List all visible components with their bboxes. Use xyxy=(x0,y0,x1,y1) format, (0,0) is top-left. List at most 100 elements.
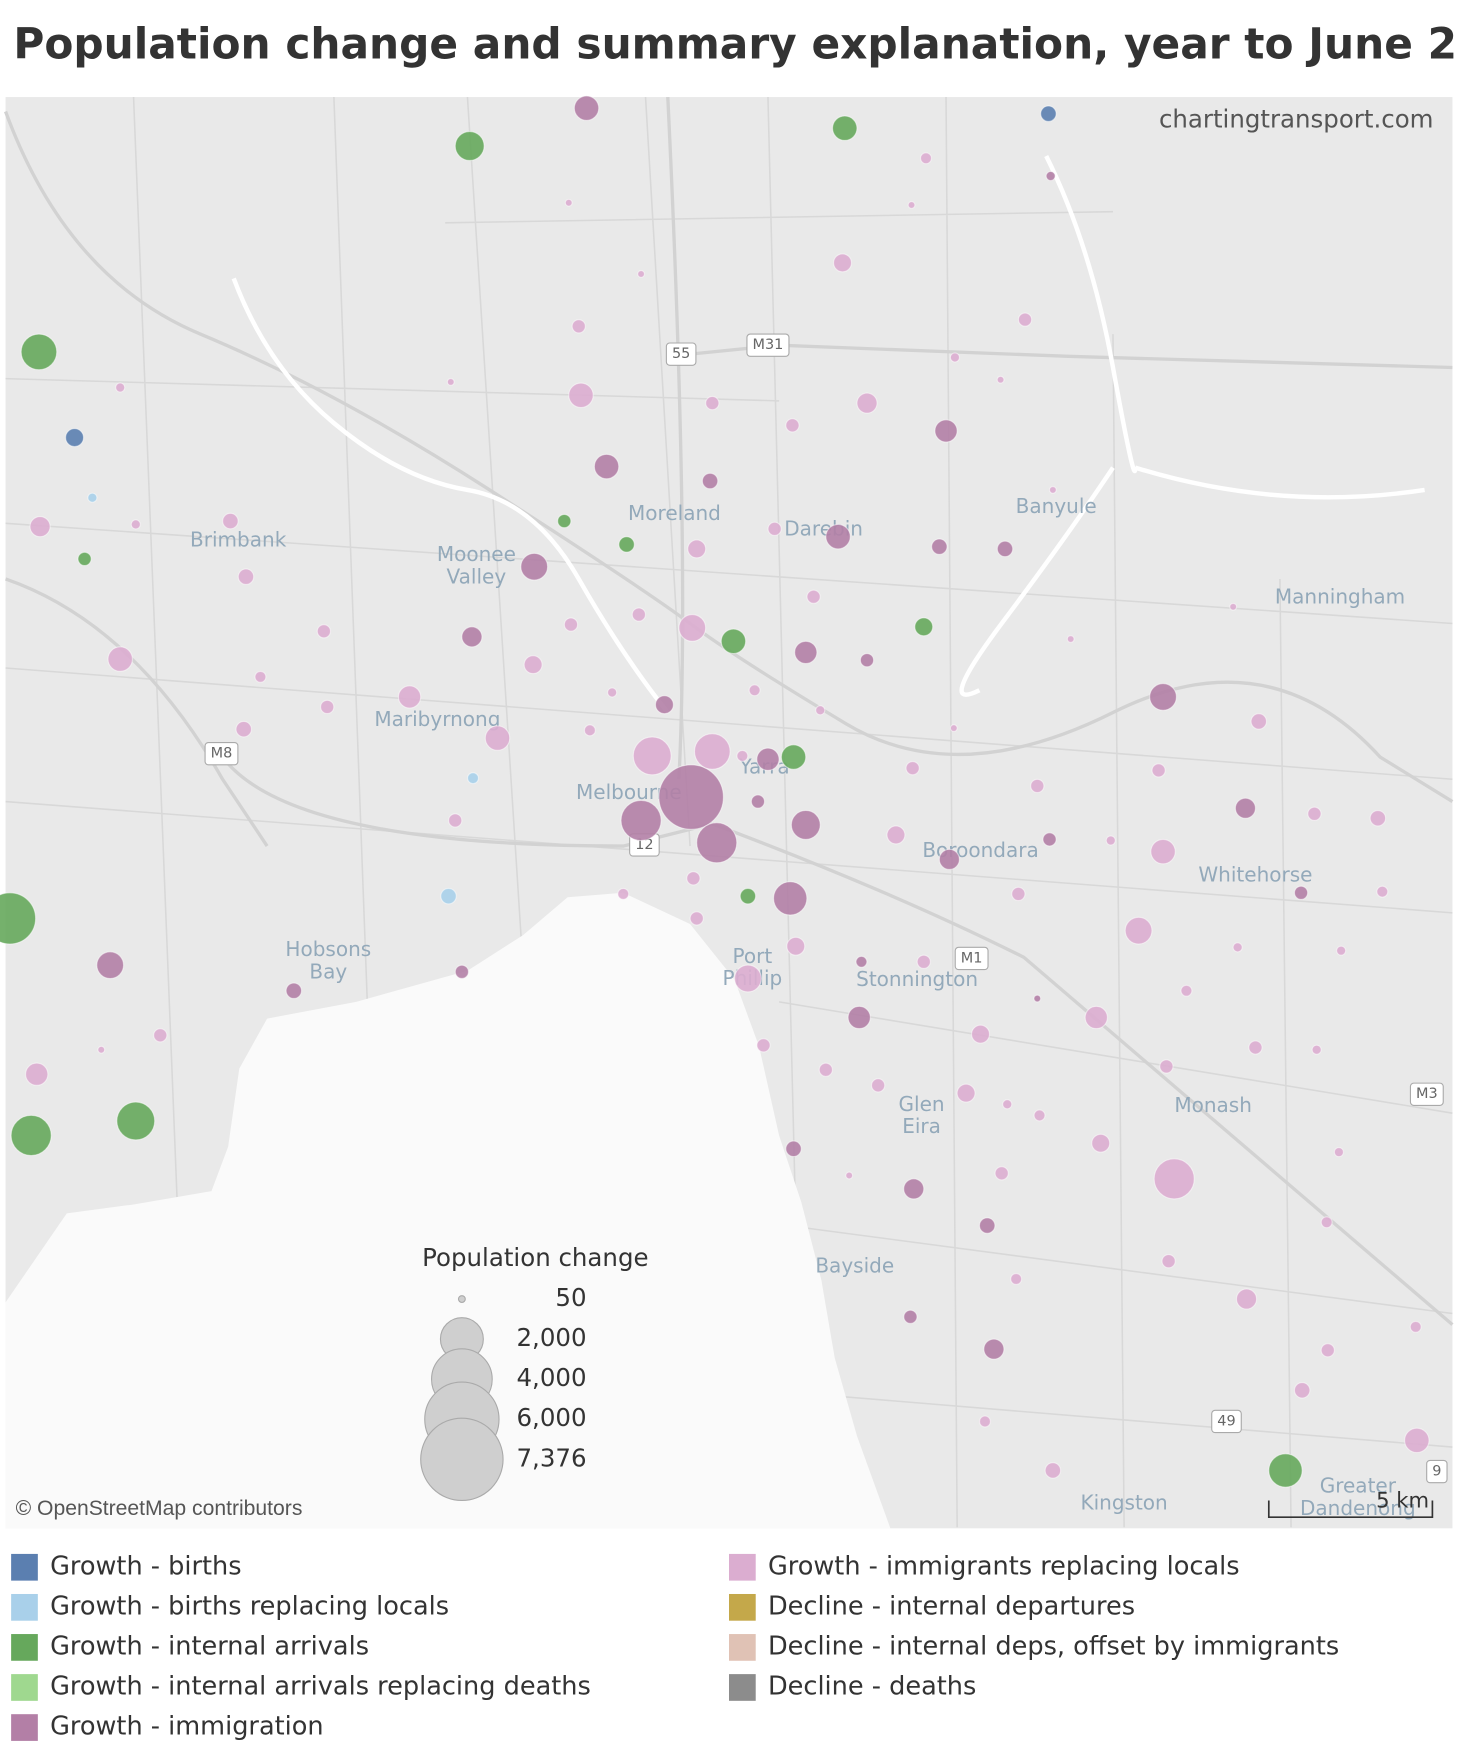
bubble xyxy=(153,1028,168,1043)
bubble xyxy=(658,764,724,830)
bubble xyxy=(1105,835,1116,846)
bubble xyxy=(978,1415,992,1428)
bubble xyxy=(1048,485,1057,494)
bubble xyxy=(736,749,749,762)
legend-swatch xyxy=(11,1634,38,1661)
bubble xyxy=(1066,635,1075,643)
bubble xyxy=(856,392,878,414)
road-shield-label: 9 xyxy=(1432,1464,1441,1480)
road-shield-label: M8 xyxy=(211,746,233,762)
bubble xyxy=(720,628,747,655)
bubble xyxy=(1336,945,1347,956)
bubble xyxy=(696,822,738,864)
bubble xyxy=(235,720,253,738)
place-label: Kingston xyxy=(1080,1490,1167,1514)
bubble xyxy=(949,352,961,363)
bubble xyxy=(1320,1343,1335,1358)
size-legend: Population change 50 2,000 4,000 6,000 7,376 xyxy=(420,1243,649,1502)
attribution: © OpenStreetMap contributors xyxy=(16,1497,303,1520)
legend-label: Decline - deaths xyxy=(768,1671,976,1701)
map-area: Moreland Darebin Banyule Manningham Brimbank… xyxy=(0,95,1454,1529)
place-label: Banyule xyxy=(1016,494,1097,518)
bubble xyxy=(77,551,92,567)
bubble xyxy=(1232,942,1243,953)
bubble xyxy=(607,687,618,698)
bubble xyxy=(1311,1044,1322,1055)
road-shield-label: M1 xyxy=(961,950,983,966)
legend-label: Growth - births xyxy=(50,1551,241,1581)
bubble xyxy=(29,516,51,538)
bubble xyxy=(1151,763,1166,778)
legend-swatch xyxy=(11,1714,38,1741)
bubble xyxy=(815,705,826,716)
bubble xyxy=(1150,838,1176,865)
bubble xyxy=(1044,1462,1062,1479)
bubble xyxy=(1149,682,1178,711)
legend-swatch xyxy=(729,1593,756,1621)
bubble xyxy=(568,382,594,409)
legend-label: Growth - immigrants replacing locals xyxy=(768,1551,1240,1581)
legend-label: Decline - internal deps, offset by immig… xyxy=(768,1631,1339,1661)
bubble xyxy=(1153,1158,1195,1200)
road-shield xyxy=(954,946,989,971)
place-label: Stonnington xyxy=(856,967,978,991)
bubble xyxy=(130,519,141,530)
bubble xyxy=(1042,832,1057,847)
bubble xyxy=(748,684,761,697)
bubble xyxy=(1030,778,1045,794)
place-label: Manningham xyxy=(1275,584,1405,608)
bubble xyxy=(454,964,470,979)
bubble xyxy=(1404,1427,1430,1454)
size-legend-circle xyxy=(457,1295,466,1303)
bubble xyxy=(678,613,707,642)
bubble xyxy=(593,453,620,480)
size-legend-label: 7,376 xyxy=(516,1443,586,1472)
bubble xyxy=(10,1114,52,1157)
legend-swatch xyxy=(11,1593,38,1621)
place-label: Moreland xyxy=(628,501,721,525)
rivers xyxy=(231,155,1425,714)
bubble xyxy=(996,375,1005,384)
bubble xyxy=(1320,1216,1333,1229)
road-shield-label: M3 xyxy=(1416,1086,1438,1102)
bubble xyxy=(563,617,579,632)
bubble xyxy=(919,152,933,165)
legend-label: Growth - immigration xyxy=(50,1712,324,1742)
bubble xyxy=(484,725,511,751)
bubble xyxy=(750,794,766,809)
legend-label: Decline - internal departures xyxy=(768,1591,1135,1621)
scale-bar xyxy=(1267,1500,1434,1519)
bubble xyxy=(956,1083,976,1103)
size-legend-label: 2,000 xyxy=(516,1323,586,1352)
bubble xyxy=(1229,602,1238,611)
bubble xyxy=(689,911,704,926)
bubble xyxy=(1235,1288,1258,1310)
bubble xyxy=(701,472,719,490)
bubble xyxy=(1091,1133,1111,1153)
bubble xyxy=(818,1062,833,1077)
road-shield xyxy=(746,333,790,357)
bubble xyxy=(794,640,818,665)
bubble xyxy=(320,699,335,715)
bubble xyxy=(20,333,58,371)
size-legend-title: Population change xyxy=(422,1243,648,1272)
bubble xyxy=(573,95,600,121)
place-label: Glen xyxy=(899,1092,945,1116)
place-label: Moonee xyxy=(437,542,516,566)
bubble xyxy=(903,1309,918,1325)
place-label: Brimbank xyxy=(190,528,287,552)
bubble xyxy=(632,736,672,776)
size-legend-label: 6,000 xyxy=(516,1403,586,1432)
bubble xyxy=(949,724,958,733)
bubble xyxy=(1010,1272,1023,1286)
bubble xyxy=(934,419,958,443)
bubble xyxy=(859,653,875,668)
bubble xyxy=(870,1078,886,1093)
size-legend-label: 50 xyxy=(555,1283,586,1312)
bubble xyxy=(65,428,85,448)
bubble xyxy=(618,536,635,553)
bubble xyxy=(1307,806,1322,821)
bubble xyxy=(1369,809,1387,827)
bubble xyxy=(116,1101,156,1141)
